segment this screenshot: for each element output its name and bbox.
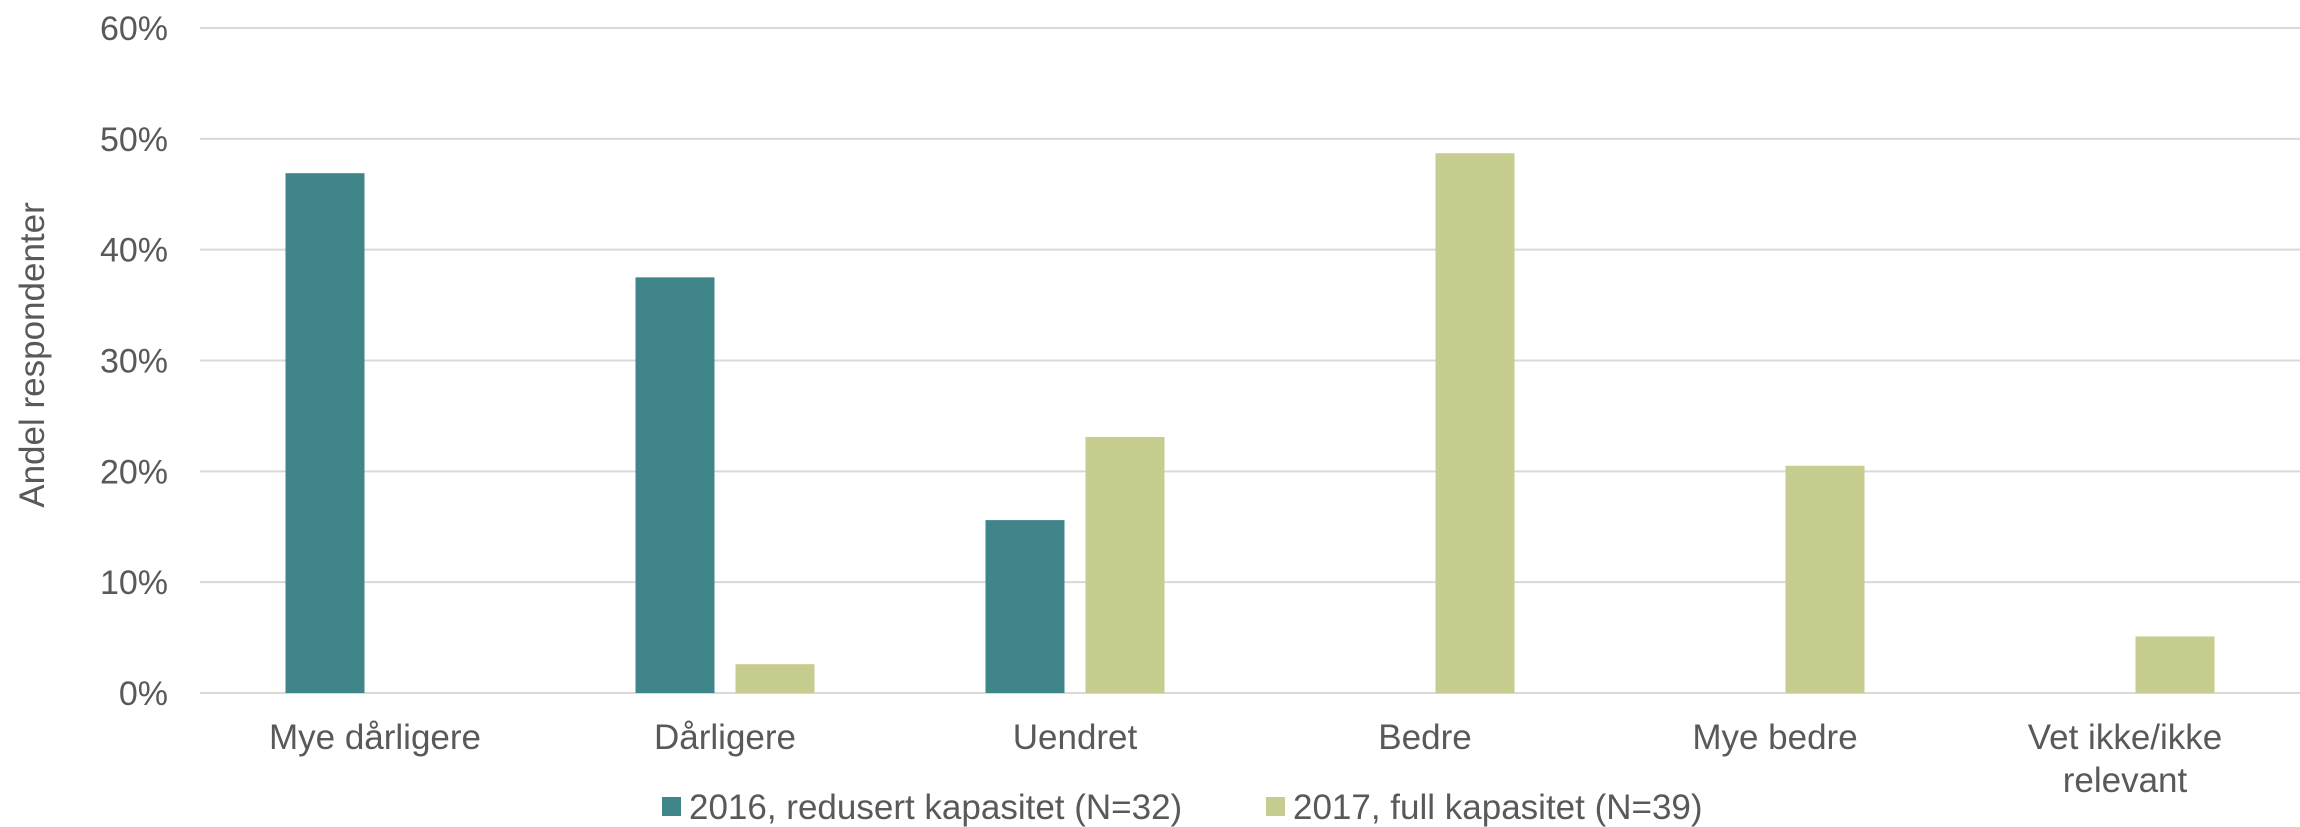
legend-label: 2017, full kapasitet (N=39) <box>1293 788 1703 827</box>
x-category-label: Vet ikke/ikke relevant <box>2028 718 2223 800</box>
y-tick-label: 0% <box>119 675 168 713</box>
x-category-label: Bedre <box>1378 718 1471 757</box>
bar <box>1785 465 1865 693</box>
bar <box>285 173 365 694</box>
bar <box>2135 636 2215 693</box>
y-tick-label: 10% <box>100 564 168 602</box>
y-tick-label: 20% <box>100 453 168 491</box>
bar <box>1435 153 1515 693</box>
bar <box>1085 436 1165 693</box>
bar <box>735 664 815 693</box>
gridlines <box>200 27 2300 694</box>
bar <box>985 520 1065 693</box>
y-axis-title: Andel respondenter <box>13 202 52 508</box>
x-axis-category-labels: Mye dårligere Dårligere Uendret Bedre Mye be… <box>269 718 2222 800</box>
y-tick-label: 50% <box>100 121 168 159</box>
y-tick-label: 60% <box>100 10 168 48</box>
bars <box>285 153 2215 694</box>
bar <box>635 277 715 693</box>
y-tick-label: 40% <box>100 232 168 270</box>
x-category-label: Mye bedre <box>1692 718 1857 757</box>
x-category-label: Mye dårligere <box>269 718 481 757</box>
x-category-label: Dårligere <box>654 718 796 757</box>
legend-swatch <box>1266 797 1285 816</box>
y-axis-tick-labels: 0% 10% 20% 30% 40% 50% 60% <box>100 10 168 713</box>
legend: 2016, redusert kapasitet (N=32) 2017, ful… <box>662 788 1703 827</box>
y-tick-label: 30% <box>100 343 168 381</box>
legend-label: 2016, redusert kapasitet (N=32) <box>689 788 1182 827</box>
x-category-label: Uendret <box>1013 718 1138 757</box>
legend-swatch <box>662 797 681 816</box>
